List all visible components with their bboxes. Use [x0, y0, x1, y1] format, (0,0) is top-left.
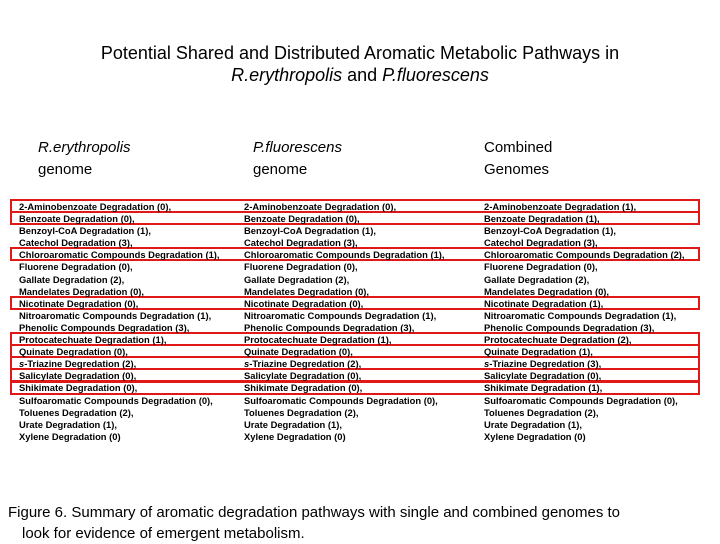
pathway-item: Benzoyl-CoA Degradation (1),	[19, 225, 151, 237]
title-and: and	[342, 65, 383, 85]
pathway-item: Benzoate Degradation (1),	[484, 213, 600, 225]
pathway-item: Quinate Degradation (1),	[484, 346, 593, 358]
pathway-item: 2-Aminobenzoate Degradation (1),	[484, 201, 637, 212]
pathway-item: Benzoyl-CoA Degradation (1),	[484, 225, 616, 237]
pathway-item: Benzoate Degradation (0),	[19, 213, 135, 225]
pathway-item: Shikimate Degradation (0),	[244, 382, 363, 394]
title-line-2: R.erythropolis and P.fluorescens	[0, 64, 720, 86]
pathway-item: Quinate Degradation (0),	[19, 346, 128, 358]
pathway-item: Xylene Degradation (0)	[244, 430, 346, 442]
pathway-item: Nitroaromatic Compounds Degradation (1),	[484, 309, 677, 321]
pathway-item: Nitroaromatic Compounds Degradation (1),	[244, 309, 437, 321]
pathway-item: Nicotinate Degradation (0),	[244, 297, 364, 309]
caption-line-1: Figure 6. Summary of aromatic degradatio…	[8, 504, 620, 521]
header-p-fluorescens: P.fluorescens genome	[253, 137, 342, 181]
pathway-item: Gallate Degradation (2),	[484, 273, 590, 285]
header-sub: genome	[253, 161, 308, 178]
header-species: R.erythropolis	[38, 139, 131, 156]
pathway-item: 2-Aminobenzoate Degradation (0),	[19, 201, 172, 212]
pathway-item: s-Triazine Degredation (2),	[19, 358, 137, 370]
pathway-item: Urate Degradation (1),	[19, 418, 117, 430]
pathway-item: Protocatechuate Degradation (1),	[19, 334, 167, 346]
highlight-box	[10, 295, 700, 310]
pathway-item: Mandelates Degradation (0),	[484, 285, 610, 297]
pathway-item: Mandelates Degradation (0),	[19, 285, 145, 297]
pathway-item: Phenolic Compounds Degradation (3),	[244, 321, 415, 333]
pathway-item: Nicotinate Degradation (0),	[19, 297, 139, 309]
pathway-item: Salicylate Degradation (0),	[244, 370, 362, 382]
caption-line-2: look for evidence of emergent metabolism…	[22, 525, 305, 542]
pathway-item: 2-Aminobenzoate Degradation (0),	[244, 201, 397, 212]
pathway-item: s-Triazine Degredation (3),	[484, 358, 602, 370]
pathway-item: Protocatechuate Degradation (1),	[244, 334, 392, 346]
pathway-item: Fluorene Degradation (0),	[244, 261, 358, 273]
pathway-item: Benzoyl-CoA Degradation (1),	[244, 225, 376, 237]
species-1: R.erythropolis	[231, 65, 343, 85]
pathway-item: Mandelates Degradation (0),	[244, 285, 370, 297]
slide-title: Potential Shared and Distributed Aromati…	[0, 42, 720, 86]
highlight-box	[10, 211, 700, 226]
list-combined: 2-Aminobenzoate Degradation (1), Benzoate…	[484, 201, 685, 443]
pathway-item: Sulfoaromatic Compounds Degradation (0),	[484, 394, 678, 406]
pathway-item: Shikimate Degradation (1),	[484, 382, 603, 394]
pathway-item: Toluenes Degradation (2),	[244, 406, 359, 418]
header-sub: genome	[38, 161, 93, 178]
pathway-item: Nitroaromatic Compounds Degradation (1),	[19, 309, 212, 321]
pathway-item: Xylene Degradation (0)	[19, 430, 121, 442]
pathway-item: Salicylate Degradation (0),	[484, 370, 602, 382]
header-species: P.fluorescens	[253, 139, 342, 156]
list-r-erythropolis: 2-Aminobenzoate Degradation (0), Benzoate…	[19, 201, 220, 443]
header-sub: Genomes	[484, 161, 550, 178]
species-2: P.fluorescens	[382, 65, 489, 85]
pathway-item: Salicylate Degradation (0),	[19, 370, 137, 382]
pathway-item: Catechol Degradation (3),	[244, 237, 358, 249]
pathway-item: Protocatechuate Degradation (2),	[484, 334, 632, 346]
pathway-item: Chloroaromatic Compounds Degradation (1)…	[244, 249, 445, 261]
pathway-item: Sulfoaromatic Compounds Degradation (0),	[244, 394, 438, 406]
pathway-item: s-Triazine Degredation (2),	[244, 358, 362, 370]
pathway-item: Chloroaromatic Compounds Degradation (2)…	[484, 249, 685, 261]
header-r-erythropolis: R.erythropolis genome	[38, 137, 131, 181]
list-p-fluorescens: 2-Aminobenzoate Degradation (0), Benzoate…	[244, 201, 445, 443]
pathway-item: Phenolic Compounds Degradation (3),	[19, 321, 190, 333]
figure-caption: Figure 6. Summary of aromatic degradatio…	[8, 502, 708, 544]
pathway-item: Urate Degradation (1),	[244, 418, 342, 430]
header-combined: Combined Genomes	[484, 137, 552, 181]
pathway-item: Nicotinate Degradation (1),	[484, 297, 604, 309]
pathway-item: Toluenes Degradation (2),	[19, 406, 134, 418]
pathway-item: Fluorene Degradation (0),	[484, 261, 598, 273]
pathway-item: Catechol Degradation (3),	[19, 237, 133, 249]
pathway-item: Xylene Degradation (0)	[484, 430, 586, 442]
pathway-item: Phenolic Compounds Degradation (3),	[484, 321, 655, 333]
pathway-item: Gallate Degradation (2),	[244, 273, 350, 285]
pathway-item: Shikimate Degradation (0),	[19, 382, 138, 394]
pathway-item: Benzoate Degradation (0),	[244, 213, 360, 225]
pathway-item: Urate Degradation (1),	[484, 418, 582, 430]
pathway-item: Quinate Degradation (0),	[244, 346, 353, 358]
pathway-item: Catechol Degradation (3),	[484, 237, 598, 249]
highlight-box	[10, 380, 700, 395]
pathway-item: Toluenes Degradation (2),	[484, 406, 599, 418]
title-line-1: Potential Shared and Distributed Aromati…	[100, 43, 620, 63]
pathway-item: Chloroaromatic Compounds Degradation (1)…	[19, 249, 220, 261]
highlight-box	[10, 247, 700, 262]
pathway-item: Fluorene Degradation (0),	[19, 261, 133, 273]
header-combined-line1: Combined	[484, 139, 553, 156]
pathway-item: Sulfoaromatic Compounds Degradation (0),	[19, 394, 213, 406]
pathway-item: Gallate Degradation (2),	[19, 273, 125, 285]
